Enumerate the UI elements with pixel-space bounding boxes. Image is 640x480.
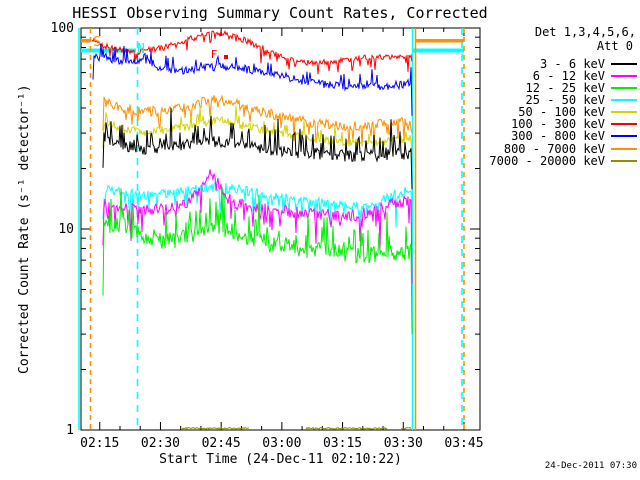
legend-item-label: 800 - 7000 keV	[503, 141, 605, 156]
x-tick-label: 03:00	[262, 436, 302, 451]
legend-item: 800 - 7000 keV	[503, 141, 637, 156]
legend-item-label: 300 - 800 keV	[511, 129, 605, 144]
legend-item-color-line	[611, 111, 637, 114]
plot-frame	[80, 27, 481, 431]
legend-detectors-line: Det 1,3,4,5,6,	[534, 25, 636, 39]
series-50-100keV	[102, 106, 413, 155]
legend-item: 25 - 50 keV	[525, 92, 637, 107]
flare-flag-letter: F	[210, 48, 218, 61]
creation-timestamp: 24-Dec-2011 07:30	[544, 461, 637, 471]
y-tick-label: 100	[50, 21, 74, 36]
series-6-12keV	[102, 169, 413, 284]
legend-item-color-line	[611, 86, 637, 89]
series-300-800keV	[92, 43, 413, 116]
legend-item: 12 - 25 keV	[525, 80, 637, 95]
legend-item-label: 7000 - 20000 keV	[489, 153, 605, 168]
x-tick-label: 02:45	[201, 436, 241, 451]
event-bar	[81, 48, 136, 53]
legend-item-color-line	[611, 62, 637, 65]
event-bar	[413, 48, 464, 53]
legend-item: 300 - 800 keV	[511, 129, 637, 144]
x-tick-label: 03:15	[322, 436, 363, 451]
x-axis-label: Start Time (24-Dec-11 02:10:22)	[159, 452, 402, 467]
y-tick-label: 10	[58, 222, 74, 237]
legend-item-color-line	[611, 147, 637, 150]
series-7000-20000keV	[400, 427, 412, 430]
legend-item: 3 - 6 keV	[539, 56, 637, 71]
saa-flag-letter: S	[93, 35, 101, 50]
series-3-6keV	[102, 107, 413, 190]
legend-item-label: 100 - 300 keV	[511, 117, 605, 132]
legend-item-label: 50 - 100 keV	[518, 105, 605, 120]
legend-item-label: 3 - 6 keV	[539, 56, 605, 71]
flare-marker-square	[224, 55, 228, 59]
legend-item: 50 - 100 keV	[518, 105, 637, 120]
x-tick-label: 02:15	[80, 436, 120, 451]
series-7000-20000keV	[181, 426, 250, 430]
legend-item-color-line	[611, 74, 637, 77]
x-tick-label: 03:45	[444, 436, 484, 451]
legend-item-color-line	[611, 159, 637, 162]
legend-item-color-line	[611, 123, 637, 126]
series-100-300keV	[91, 30, 413, 75]
series-7000-20000keV	[305, 426, 388, 430]
x-tick-label: 02:30	[140, 436, 181, 451]
plot-title: HESSI Observing Summary Count Rates, Cor…	[72, 4, 488, 22]
legend-item: 6 - 12 keV	[532, 68, 637, 83]
series-800-7000keV	[102, 94, 413, 147]
legend-item-label: 25 - 50 keV	[525, 92, 605, 107]
legend-item-color-line	[611, 98, 637, 101]
legend-item-label: 6 - 12 keV	[532, 68, 605, 83]
event-bar	[81, 39, 90, 43]
legend-item-label: 12 - 25 keV	[525, 80, 605, 95]
series-12-25keV	[102, 186, 413, 335]
x-tick-label: 03:30	[383, 436, 423, 451]
series-25-50keV	[102, 181, 413, 228]
event-bar	[416, 39, 464, 43]
legend-item-color-line	[611, 135, 637, 138]
legend-item: 100 - 300 keV	[511, 117, 637, 132]
night-flag-letter: N	[137, 42, 145, 57]
legend-attenuator-line: Att 0	[596, 39, 633, 53]
legend-item: 7000 - 20000 keV	[489, 153, 637, 168]
y-tick-label: 1	[66, 423, 74, 438]
